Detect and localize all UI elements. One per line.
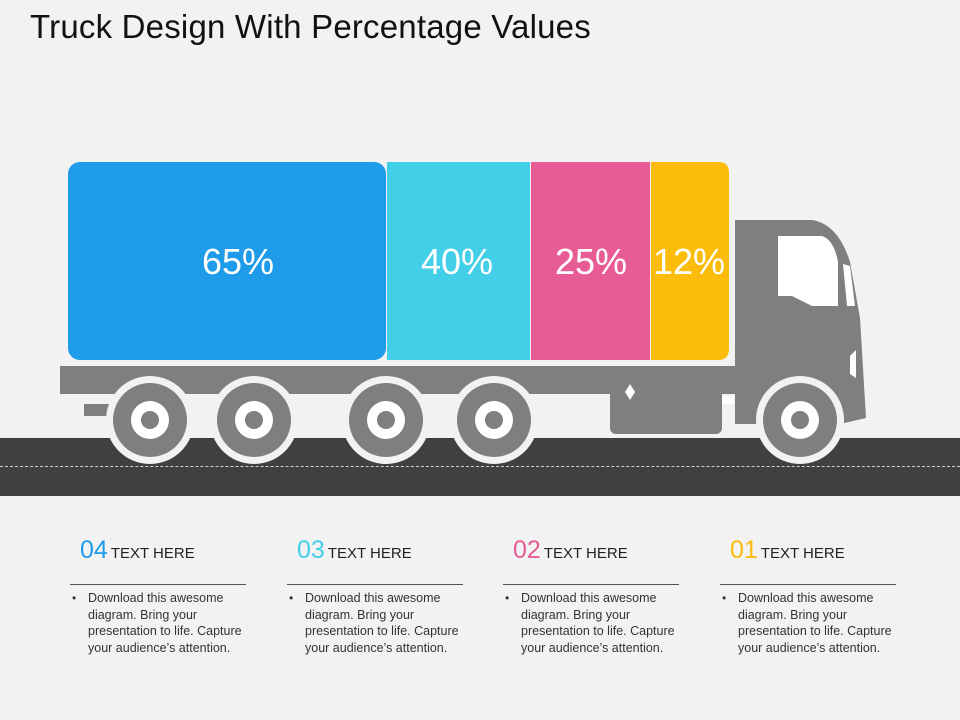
bullet-icon: •: [289, 591, 294, 605]
column-number: 03: [297, 536, 325, 564]
column-heading: 03 TEXT HERE: [287, 536, 467, 584]
column-body: • Download this awesome diagram. Bring y…: [287, 590, 467, 656]
wheel: [113, 383, 187, 457]
column-text: Download this awesome diagram. Bring you…: [738, 591, 892, 655]
info-column-01: 01 TEXT HERE • Download this awesome diag…: [720, 536, 900, 656]
wheel: [763, 383, 837, 457]
truck-cab-side-window: [843, 264, 855, 306]
info-column-04: 04 TEXT HERE • Download this awesome diag…: [70, 536, 250, 656]
cargo-segment-25: [531, 162, 650, 360]
cargo-segment-40: [387, 162, 530, 360]
column-body: • Download this awesome diagram. Bring y…: [503, 590, 683, 656]
info-column-02: 02 TEXT HERE • Download this awesome diag…: [503, 536, 683, 656]
segment-label-25: 25%: [555, 241, 627, 282]
bullet-icon: •: [505, 591, 510, 605]
wheel: [217, 383, 291, 457]
column-heading: 02 TEXT HERE: [503, 536, 683, 584]
column-text: Download this awesome diagram. Bring you…: [521, 591, 675, 655]
column-divider: [720, 584, 896, 585]
column-title: TEXT HERE: [760, 545, 845, 562]
truck-headlight: [850, 350, 856, 378]
column-divider: [70, 584, 246, 585]
cargo-segment-65: [68, 162, 386, 360]
segment-label-65: 65%: [202, 241, 274, 282]
cargo-segment-12: [651, 162, 729, 360]
column-text: Download this awesome diagram. Bring you…: [88, 591, 242, 655]
column-title: TEXT HERE: [110, 545, 195, 562]
bullet-icon: •: [72, 591, 77, 605]
column-divider: [503, 584, 679, 585]
truck-chassis-lower: [84, 404, 114, 416]
column-heading: 01 TEXT HERE: [720, 536, 900, 584]
column-heading: 04 TEXT HERE: [70, 536, 250, 584]
wheel: [349, 383, 423, 457]
truck-cab-window: [778, 236, 838, 306]
column-body: • Download this awesome diagram. Bring y…: [720, 590, 900, 656]
info-column-03: 03 TEXT HERE • Download this awesome diag…: [287, 536, 467, 656]
cargo-container: [68, 162, 729, 360]
segment-label-40: 40%: [421, 241, 493, 282]
page-title: Truck Design With Percentage Values: [30, 8, 591, 45]
column-number: 02: [513, 536, 541, 564]
truck-bumper-block: [610, 372, 722, 434]
road-lane-marking: [0, 466, 960, 467]
column-number: 04: [80, 536, 108, 564]
column-number: 01: [730, 536, 758, 564]
column-body: • Download this awesome diagram. Bring y…: [70, 590, 250, 656]
column-divider: [287, 584, 463, 585]
column-text: Download this awesome diagram. Bring you…: [305, 591, 459, 655]
column-title: TEXT HERE: [327, 545, 412, 562]
truck-diagram: 65% 40% 25% 12%: [60, 162, 866, 457]
segment-label-12: 12%: [653, 241, 725, 282]
truck-step: [722, 396, 734, 404]
bullet-icon: •: [722, 591, 727, 605]
truck-chassis-detail: [625, 384, 635, 400]
column-title: TEXT HERE: [543, 545, 628, 562]
wheel: [457, 383, 531, 457]
